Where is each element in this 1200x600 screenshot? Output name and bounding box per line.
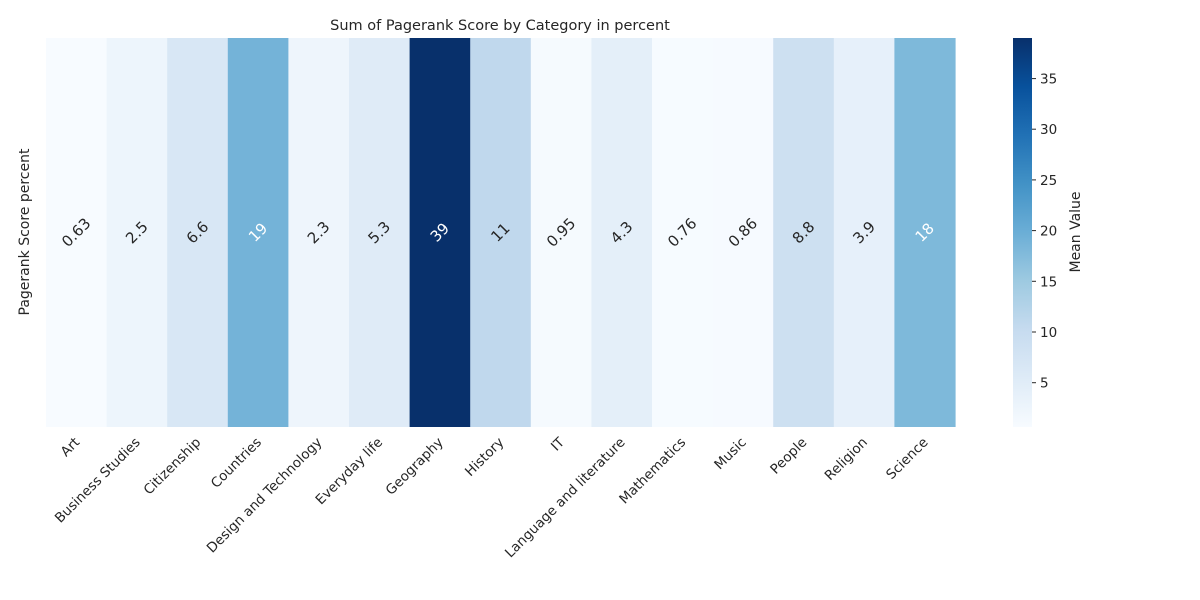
x-tick-label: Art [58, 435, 84, 461]
heatmap-cell-countries [227, 38, 289, 427]
chart-title: Sum of Pagerank Score by Category in per… [330, 18, 670, 34]
heatmap-cell-music [712, 38, 774, 427]
x-tick-label: Citizenship [141, 435, 205, 499]
x-tick-label: IT [548, 434, 568, 454]
colorbar-tick-label: 10 [1040, 325, 1057, 341]
heatmap-cell-art [46, 38, 108, 427]
heatmap-cell-history [470, 38, 532, 427]
heatmap-cell-religion [833, 38, 895, 427]
heatmap-cell-science [894, 38, 956, 427]
heatmap-cell-geography [409, 38, 471, 427]
heatmap-cell-design-and-technology [288, 38, 350, 427]
colorbar-tick-label: 5 [1040, 376, 1049, 392]
heatmap-cell-mathematics [652, 38, 714, 427]
y-axis-label: Pagerank Score percent [17, 148, 33, 315]
x-tick-label: People [767, 435, 810, 478]
heatmap-cells: 0.63 2.5 6.6 19 2.3 5.3 39 11 0.95 4.3 0.76 0.86 8.8… [46, 38, 956, 427]
colorbar-tick-label: 35 [1040, 72, 1057, 88]
x-tick-label: Music [711, 435, 749, 473]
heatmap-cell-people [773, 38, 835, 427]
heatmap-cell-business-studies [106, 38, 168, 427]
x-tick-label: Countries [208, 435, 265, 492]
heatmap-cell-everyday-life [349, 38, 411, 427]
x-tick-label: Design and Technology [204, 435, 326, 557]
colorbar-ticks: 5 10 15 20 25 30 35 [1032, 72, 1057, 392]
colorbar [1013, 38, 1032, 427]
x-tick-label: History [462, 435, 507, 480]
x-tick-label: Language and literature [502, 435, 629, 562]
heatmap-cell-citizenship [167, 38, 229, 427]
colorbar-label: Mean Value [1068, 191, 1084, 272]
x-tick-label: Geography [383, 435, 447, 499]
colorbar-tick-label: 20 [1040, 224, 1057, 240]
x-tick-label: Science [883, 435, 931, 483]
heatmap-cell-language-and-literature [591, 38, 653, 427]
colorbar-tick-label: 30 [1040, 122, 1057, 138]
x-tick-label: Religion [822, 435, 871, 484]
colorbar-tick-label: 15 [1040, 274, 1057, 290]
colorbar-tick-label: 25 [1040, 173, 1057, 189]
heatmap-cell-it [530, 38, 592, 427]
